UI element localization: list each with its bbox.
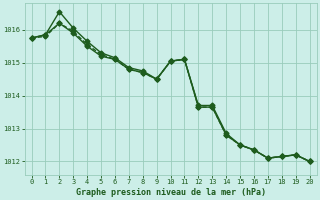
X-axis label: Graphe pression niveau de la mer (hPa): Graphe pression niveau de la mer (hPa) bbox=[76, 188, 266, 197]
